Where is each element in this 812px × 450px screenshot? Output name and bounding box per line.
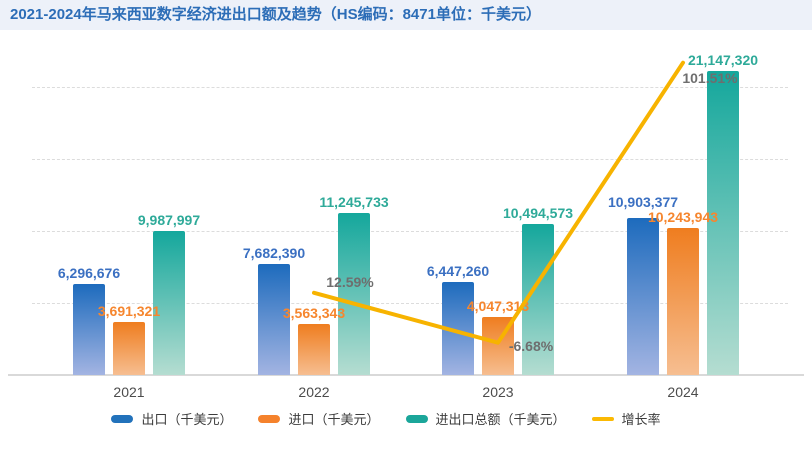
bar-total-2022[interactable] bbox=[338, 213, 370, 375]
x-label-2022: 2022 bbox=[298, 384, 330, 400]
label-import-2022: 3,563,343 bbox=[282, 304, 346, 321]
label-total-2024: 21,147,320 bbox=[687, 51, 759, 68]
bar-import-2021[interactable] bbox=[113, 321, 145, 375]
chart-legend: 出口（千美元） 进口（千美元） 进出口总额（千美元） 增长率 bbox=[0, 409, 812, 428]
x-label-2023: 2023 bbox=[482, 384, 514, 400]
bar-export-2021[interactable] bbox=[73, 284, 105, 375]
legend-total-swatch-icon bbox=[405, 414, 428, 423]
legend-export-swatch-icon bbox=[111, 414, 134, 423]
label-import-2023: 4,047,313 bbox=[466, 297, 530, 314]
legend-growth-swatch-icon bbox=[591, 416, 614, 421]
gridline bbox=[32, 87, 788, 89]
legend-item-total[interactable]: 进出口总额（千美元） bbox=[405, 409, 566, 428]
legend-item-export[interactable]: 出口（千美元） bbox=[111, 409, 232, 428]
title-bar: 2021-2024年马来西亚数字经济进出口额及趋势（HS编码：8471单位：千美… bbox=[0, 0, 812, 30]
label-growth-2023: -6.68% bbox=[508, 337, 554, 354]
bar-total-2021[interactable] bbox=[153, 231, 185, 375]
bar-export-2022[interactable] bbox=[258, 264, 290, 375]
legend-total-label: 进出口总额（千美元） bbox=[435, 412, 566, 427]
label-total-2021: 9,987,997 bbox=[137, 212, 201, 229]
gridline bbox=[32, 159, 788, 161]
label-import-2024: 10,243,943 bbox=[647, 208, 719, 225]
page-title: 2021-2024年马来西亚数字经济进出口额及趋势（HS编码：8471单位：千美… bbox=[10, 6, 541, 23]
legend-import-swatch-icon bbox=[258, 414, 281, 423]
label-export-2021: 6,296,676 bbox=[57, 265, 121, 282]
bar-export-2024[interactable] bbox=[627, 218, 659, 375]
legend-item-growth[interactable]: 增长率 bbox=[591, 409, 661, 428]
legend-export-label: 出口（千美元） bbox=[141, 412, 233, 427]
label-import-2021: 3,691,321 bbox=[97, 302, 161, 319]
bar-import-2022[interactable] bbox=[298, 323, 330, 375]
bar-export-2023[interactable] bbox=[442, 282, 474, 375]
legend-import-label: 进口（千美元） bbox=[288, 412, 380, 427]
label-total-2022: 11,245,733 bbox=[319, 194, 389, 211]
x-label-2024: 2024 bbox=[667, 384, 699, 400]
bar-import-2024[interactable] bbox=[667, 227, 699, 375]
bar-total-2024[interactable] bbox=[707, 70, 739, 375]
legend-item-import[interactable]: 进口（千美元） bbox=[258, 409, 380, 428]
label-growth-2022: 12.59% bbox=[326, 273, 374, 290]
x-label-2021: 2021 bbox=[113, 384, 145, 400]
label-growth-2024: 101.51% bbox=[682, 69, 738, 86]
legend-growth-label: 增长率 bbox=[621, 412, 661, 427]
label-export-2024: 10,903,377 bbox=[607, 193, 679, 210]
label-export-2022: 7,682,390 bbox=[242, 245, 306, 262]
label-total-2023: 10,494,573 bbox=[502, 204, 574, 221]
x-axis-line bbox=[8, 374, 804, 376]
label-export-2023: 6,447,260 bbox=[426, 263, 490, 280]
